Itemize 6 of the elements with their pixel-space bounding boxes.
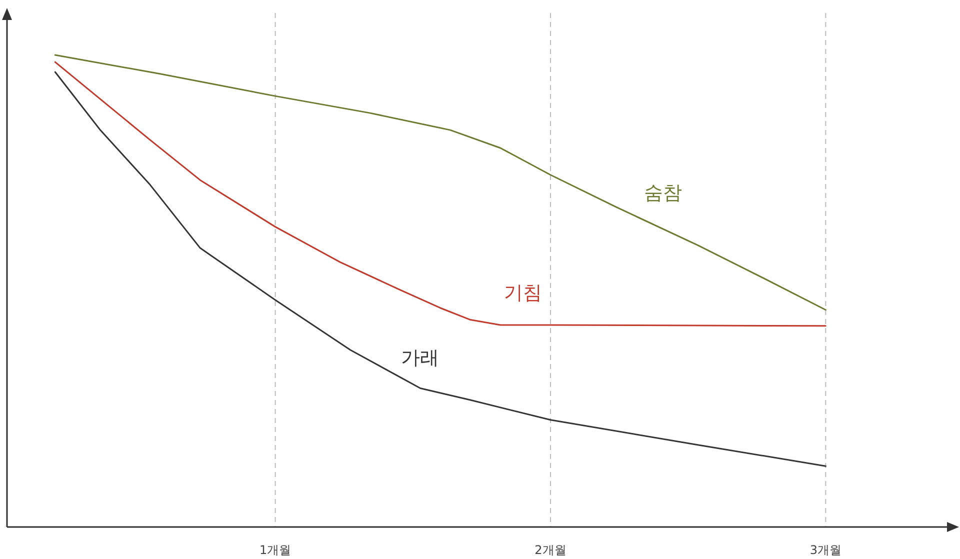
x-tick-label: 1개월 bbox=[259, 543, 292, 557]
x-tick-label: 2개월 bbox=[534, 543, 566, 557]
series-label: 기침 bbox=[504, 282, 542, 304]
x-tick-label: 3개월 bbox=[810, 543, 842, 557]
series-label: 가래 bbox=[401, 347, 439, 369]
series-label: 숨참 bbox=[644, 182, 682, 204]
